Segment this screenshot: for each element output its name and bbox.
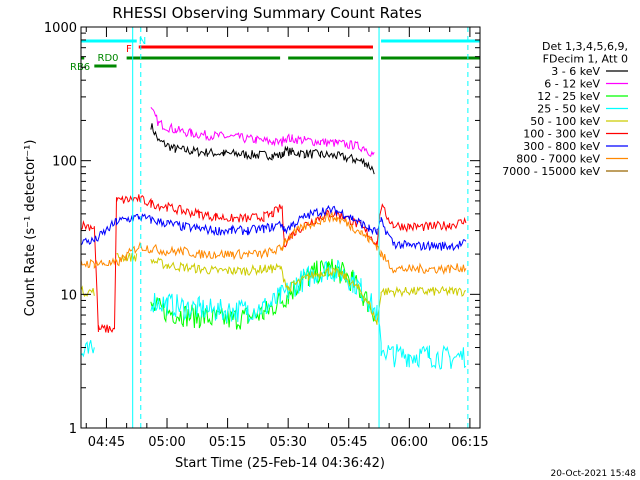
legend-entry-label: 300 - 800 keV	[523, 140, 600, 153]
y-tick-label: 1000	[44, 21, 77, 36]
x-tick-label: 05:00	[148, 435, 185, 450]
y-tick-label: 10	[60, 288, 77, 303]
legend-header: FDecim 1, Att 0	[543, 53, 628, 66]
legend-entry-label: 7000 - 15000 keV	[502, 165, 600, 178]
state-bar-label: RD0	[98, 53, 119, 64]
y-axis-label: Count Rate (s⁻¹ detector⁻¹)	[23, 140, 38, 317]
x-tick-label: 06:15	[451, 435, 488, 450]
series-line	[150, 123, 375, 175]
legend: Det 1,3,4,5,6,9,FDecim 1, Att 03 - 6 keV…	[502, 40, 628, 178]
chart-title: RHESSI Observing Summary Count Rates	[112, 4, 422, 22]
legend-entry-label: 800 - 7000 keV	[516, 153, 600, 166]
y-tick-label: 100	[52, 155, 77, 170]
series-line	[81, 211, 467, 276]
x-tick-label: 05:30	[269, 435, 306, 450]
legend-entry-label: 6 - 12 keV	[544, 78, 600, 91]
legend-entry-label: 100 - 300 keV	[523, 128, 600, 141]
legend-entry-label: 50 - 100 keV	[530, 115, 600, 128]
plot-frame	[80, 26, 481, 429]
legend-entry-label: 25 - 50 keV	[537, 103, 600, 116]
footer-timestamp: 20-Oct-2021 15:48	[551, 469, 637, 479]
legend-entry-label: 3 - 6 keV	[551, 65, 600, 78]
x-tick-label: 06:00	[391, 435, 428, 450]
series-line	[81, 194, 467, 333]
state-bar-label: F	[126, 44, 132, 55]
x-tick-label: 05:15	[209, 435, 246, 450]
state-bar-label: RB6	[70, 62, 90, 73]
x-tick-label: 04:45	[88, 435, 125, 450]
series-line	[150, 107, 375, 157]
x-tick-label: 05:45	[330, 435, 367, 450]
legend-entry-label: 12 - 25 keV	[537, 90, 600, 103]
x-axis-label: Start Time (25-Feb-14 04:36:42)	[175, 456, 385, 471]
series-line	[81, 205, 467, 252]
y-tick-label: 1	[69, 422, 77, 437]
state-bar-label: N	[139, 36, 146, 47]
legend-header: Det 1,3,4,5,6,9,	[542, 40, 628, 53]
